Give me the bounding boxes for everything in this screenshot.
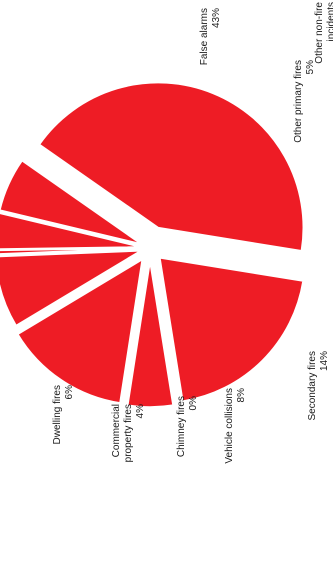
pie-slices (0, 81, 304, 408)
slice-value-label: 6% (64, 385, 75, 400)
pie-slice-0 (38, 81, 304, 252)
slice-value-label: 0% (188, 396, 199, 411)
slice-name-label: False alarms (199, 8, 210, 65)
slice-name-label: property fires (123, 404, 134, 462)
slice-name-label: Commercial (111, 404, 122, 457)
slice-value-label: 14% (319, 351, 330, 371)
pie-slice-1 (158, 256, 304, 402)
slice-label-1: Other non-fireincidents20% (314, 2, 333, 64)
pie-slice-2 (126, 261, 174, 408)
slice-name-label: Vehicle collisions (224, 388, 235, 464)
pie-slice-3 (16, 258, 144, 404)
slice-name-label: Dwelling fires (52, 385, 63, 444)
slice-name-label: Other non-fire (314, 2, 325, 64)
slice-label-0: False alarms 43% (199, 8, 222, 65)
slice-name-label: Chimney fires (176, 396, 187, 457)
slice-label-4: Vehicle collisions 8% (224, 388, 247, 464)
slice-name-label: Other primary fires (293, 60, 304, 143)
slice-value-label: 5% (305, 60, 316, 75)
slice-value-label: 4% (135, 404, 146, 419)
slice-name-label: incidents (326, 2, 333, 41)
slice-value-label: 8% (236, 388, 247, 403)
slice-label-6: Commercial property fires 4% (111, 404, 146, 462)
slice-value-label: 43% (211, 8, 222, 28)
slice-name-label: Secondary fires (307, 351, 318, 420)
slice-label-5: Chimney fires 0% (176, 396, 199, 457)
pie-slice-7 (0, 159, 142, 245)
slice-label-2: Other primary fires 5% (293, 60, 316, 143)
pie-slice-5 (0, 247, 141, 255)
slice-label-7: Dwelling fires 6% (52, 385, 75, 445)
slice-label-3: Secondary fires 14% (307, 351, 330, 421)
pie-slice-4 (0, 250, 141, 327)
pie-slice-6 (0, 212, 141, 250)
